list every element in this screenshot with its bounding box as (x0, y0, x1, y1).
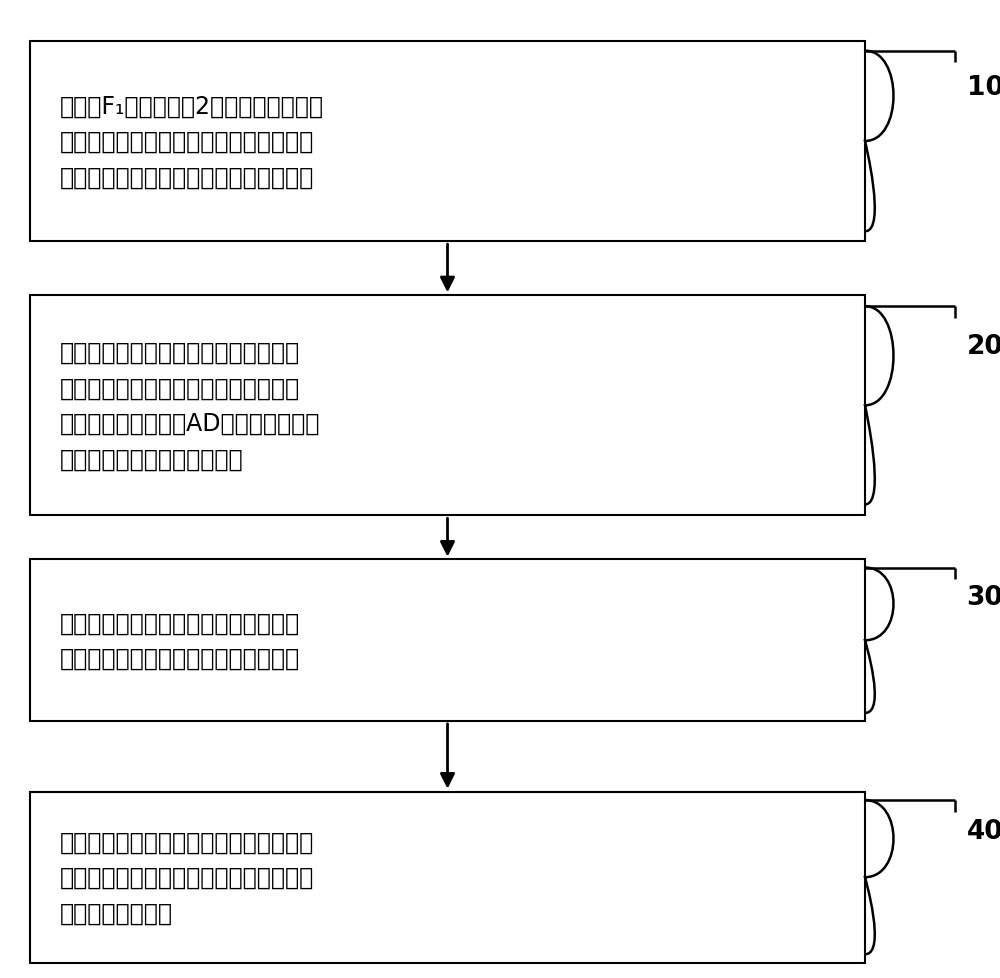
Bar (30, 792, 865, 962)
Text: 40: 40 (967, 818, 1000, 844)
Text: 20: 20 (967, 333, 1000, 360)
Text: 设置正弦信号初值、逆矩阵初值，递推
求解信号频率，根据收敛频率消除低频
干扰信号，修正采样AD采样间隔时间，
修正程控滤波器的截止频率。: 设置正弦信号初值、逆矩阵初值，递推 求解信号频率，根据收敛频率消除低频 干扰信号… (60, 341, 320, 470)
Text: 换向信号触发相位计算，构建超定矩阵
，求解信号在换向器换向时刻相位、。: 换向信号触发相位计算，构建超定矩阵 ，求解信号在换向器换向时刻相位、。 (60, 611, 300, 670)
Bar (30, 295, 865, 516)
Text: 10: 10 (967, 74, 1000, 101)
Text: 根据信号在换向器换向时刻的相位、，计
数器计数脉冲数，干扰脉冲次数，计算校
正后的脉冲计数。: 根据信号在换向器换向时刻的相位、，计 数器计数脉冲数，干扰脉冲次数，计算校 正后… (60, 830, 314, 924)
Text: 流量计F₁脉冲信号分2路接入工控机的数
据采集卡。一路直接进入，另一路经采集
卡上的程控滤波器处理成正弦信号输入。: 流量计F₁脉冲信号分2路接入工控机的数 据采集卡。一路直接进入，另一路经采集 卡… (60, 95, 324, 189)
Bar (30, 559, 865, 722)
Text: 30: 30 (967, 584, 1000, 610)
Bar (30, 42, 865, 243)
